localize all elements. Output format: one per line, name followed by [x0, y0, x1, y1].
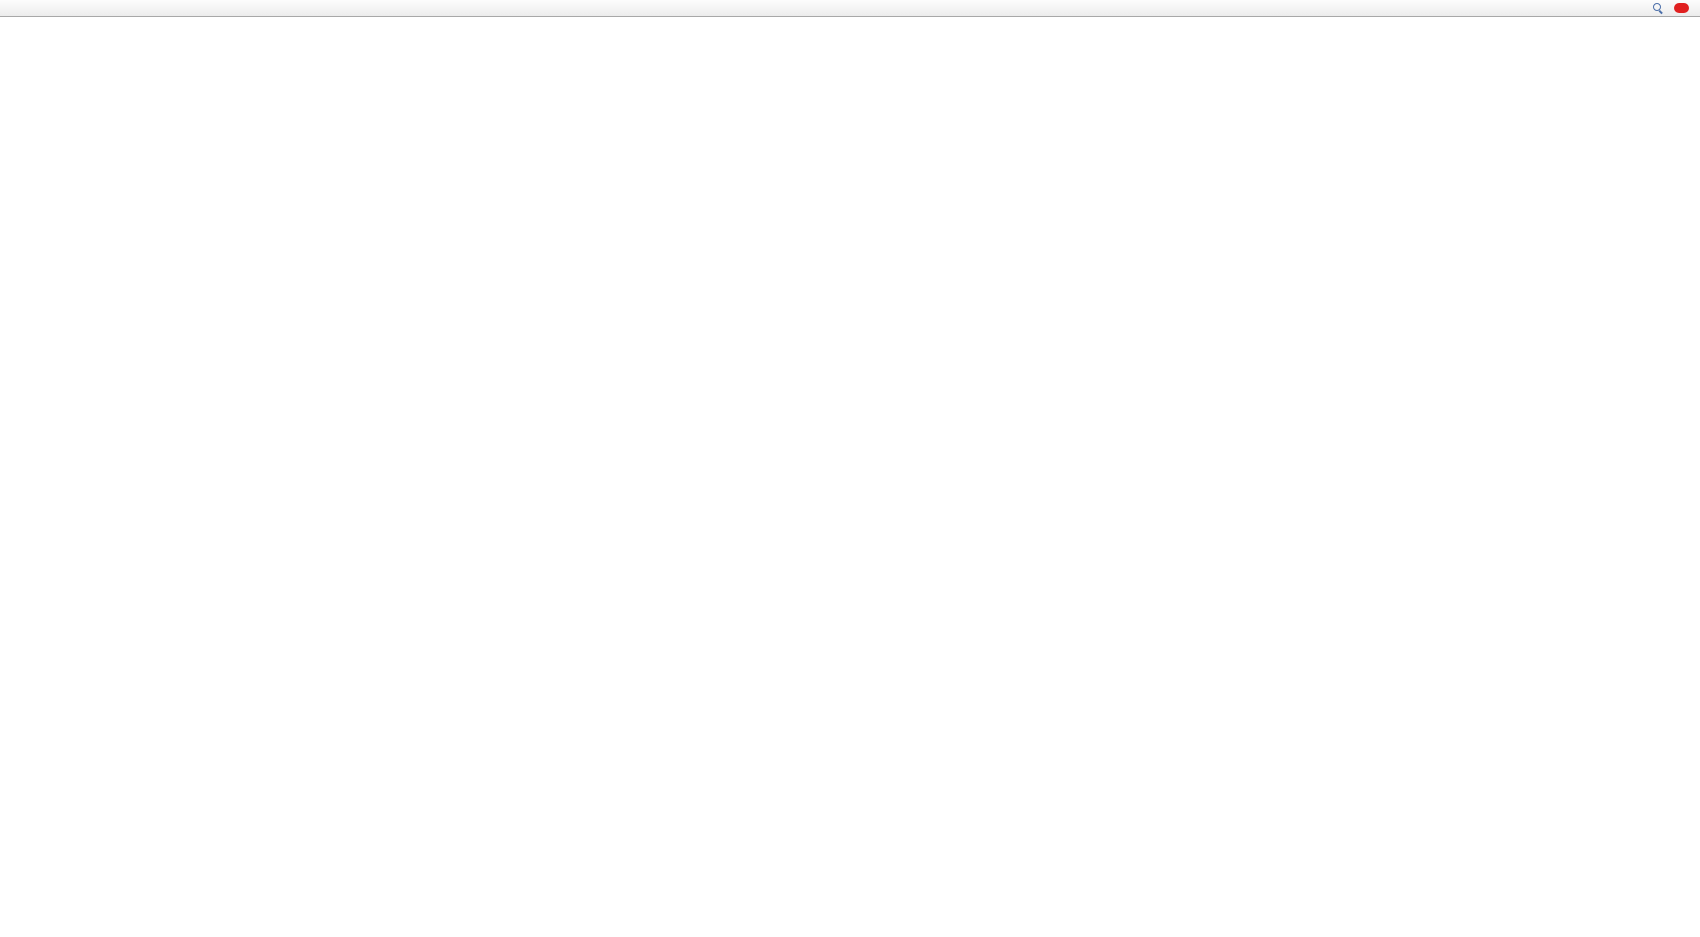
main-toolbar: [0, 0, 1700, 17]
notification-badge[interactable]: [1674, 3, 1689, 13]
toolbar-right: [1653, 2, 1697, 14]
search-icon[interactable]: [1653, 2, 1664, 14]
chart-window[interactable]: [0, 17, 1700, 937]
chart-canvas[interactable]: [0, 17, 1700, 937]
search-icon-circle: [1653, 2, 1661, 11]
search-icon-handle: [1658, 9, 1663, 14]
